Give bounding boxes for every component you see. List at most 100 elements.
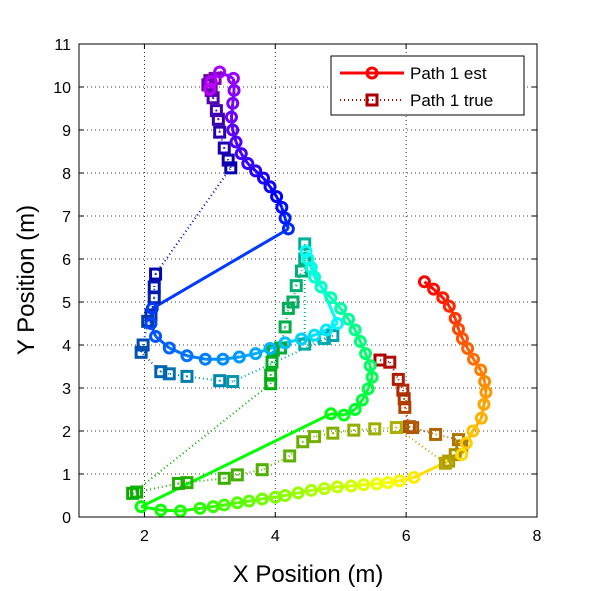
est-path-point (226, 96, 240, 110)
true-path-point (296, 435, 310, 449)
est-path-point (249, 164, 263, 178)
true-path-point (289, 279, 303, 293)
est-path-point (234, 147, 248, 161)
true-path-segment (149, 297, 156, 316)
true-path-point (154, 365, 168, 379)
x-axis-label: X Position (m) (233, 561, 384, 588)
est-path-segment (358, 340, 367, 355)
est-path-point (348, 323, 362, 337)
legend: Path 1 est Path 1 true (330, 55, 525, 116)
y-tick-label: 3 (62, 381, 71, 398)
est-path-segment (160, 508, 181, 513)
true-path-segment (379, 359, 390, 364)
true-path-point (278, 320, 292, 334)
y-tick-label: 2 (62, 424, 71, 441)
true-path-segment (169, 372, 188, 378)
true-path-point (171, 476, 185, 490)
true-path-point (442, 454, 456, 468)
est-path-segment (219, 70, 235, 80)
legend-label-true: Path 1 true (410, 91, 493, 110)
est-path-point (278, 336, 292, 350)
est-path-segment (297, 488, 312, 495)
true-path-segment (132, 382, 272, 495)
true-path-point (398, 400, 412, 414)
est-path-point (232, 350, 246, 364)
true-path-point (134, 345, 148, 359)
est-path-segment (399, 475, 415, 483)
est-path-point (317, 482, 331, 496)
est-path-segment (222, 355, 240, 361)
est-path-segment (186, 354, 206, 361)
true-path-markers (126, 71, 469, 500)
true-path-point (283, 449, 297, 463)
est-path-segment (238, 352, 256, 359)
est-path-point (330, 317, 344, 330)
true-path-point (221, 153, 235, 167)
true-path-point (383, 355, 397, 369)
est-path-point (204, 75, 218, 89)
est-path-point (348, 403, 362, 416)
est-path-point (206, 500, 220, 514)
est-path-point (145, 301, 159, 315)
true-path-point (265, 355, 279, 369)
est-path-markers (134, 65, 493, 518)
est-path-point (134, 500, 148, 514)
est-path-point (154, 503, 168, 517)
est-path-point (270, 190, 284, 204)
est-path-point (229, 135, 243, 149)
est-path-point (255, 492, 269, 506)
est-path-point (474, 411, 488, 425)
true-path-point (438, 456, 452, 470)
est-path-segment (471, 417, 483, 432)
est-path-segment (229, 103, 235, 118)
y-tick-label: 5 (62, 295, 71, 312)
est-path-point (459, 436, 473, 450)
est-path-segment (154, 335, 171, 350)
est-path-point (361, 382, 375, 396)
est-path-point (344, 479, 358, 493)
true-path-point (286, 295, 300, 309)
true-path-point (126, 486, 140, 500)
est-path-point (149, 329, 163, 343)
est-path-point (213, 65, 227, 79)
true-path-point (347, 423, 361, 437)
est-path-point (477, 397, 491, 411)
true-path-point (429, 427, 443, 441)
est-path-point (455, 332, 469, 346)
est-path-segment (180, 506, 201, 513)
true-path-point (255, 463, 269, 477)
true-path-segment (447, 453, 456, 462)
est-path-point (436, 291, 450, 305)
y-tick-label: 6 (62, 252, 71, 269)
y-tick-label: 7 (62, 209, 71, 226)
est-path-point (334, 301, 348, 315)
true-path-segment (132, 491, 137, 495)
est-path-segment (262, 495, 276, 501)
est-path-point (461, 341, 475, 355)
true-path-point (226, 375, 240, 389)
legend-box (330, 55, 525, 116)
est-path-point (294, 332, 308, 346)
true-path-point (209, 104, 223, 118)
est-path-point (448, 311, 462, 325)
plot-frame (78, 43, 538, 518)
est-path-point (407, 470, 421, 484)
x-tick-label: 4 (271, 528, 280, 545)
true-path-point (217, 471, 231, 485)
est-path-point (324, 407, 338, 421)
x-tick-label: 8 (533, 528, 542, 545)
y-tick-label: 10 (53, 80, 71, 97)
est-path-segment (311, 487, 325, 492)
true-path-point (230, 468, 244, 482)
est-path-point (230, 496, 244, 510)
est-path-segment (479, 404, 486, 419)
true-path-point (264, 368, 278, 382)
true-path-segment (154, 167, 232, 275)
y-ticks: 0 1 2 3 4 5 6 7 8 9 10 11 (53, 37, 537, 527)
true-path-point (368, 422, 382, 436)
est-path-point (308, 328, 322, 342)
est-path-point (393, 474, 407, 488)
est-path-point (241, 157, 255, 171)
est-path-point (242, 494, 256, 508)
true-path-point (147, 280, 161, 294)
